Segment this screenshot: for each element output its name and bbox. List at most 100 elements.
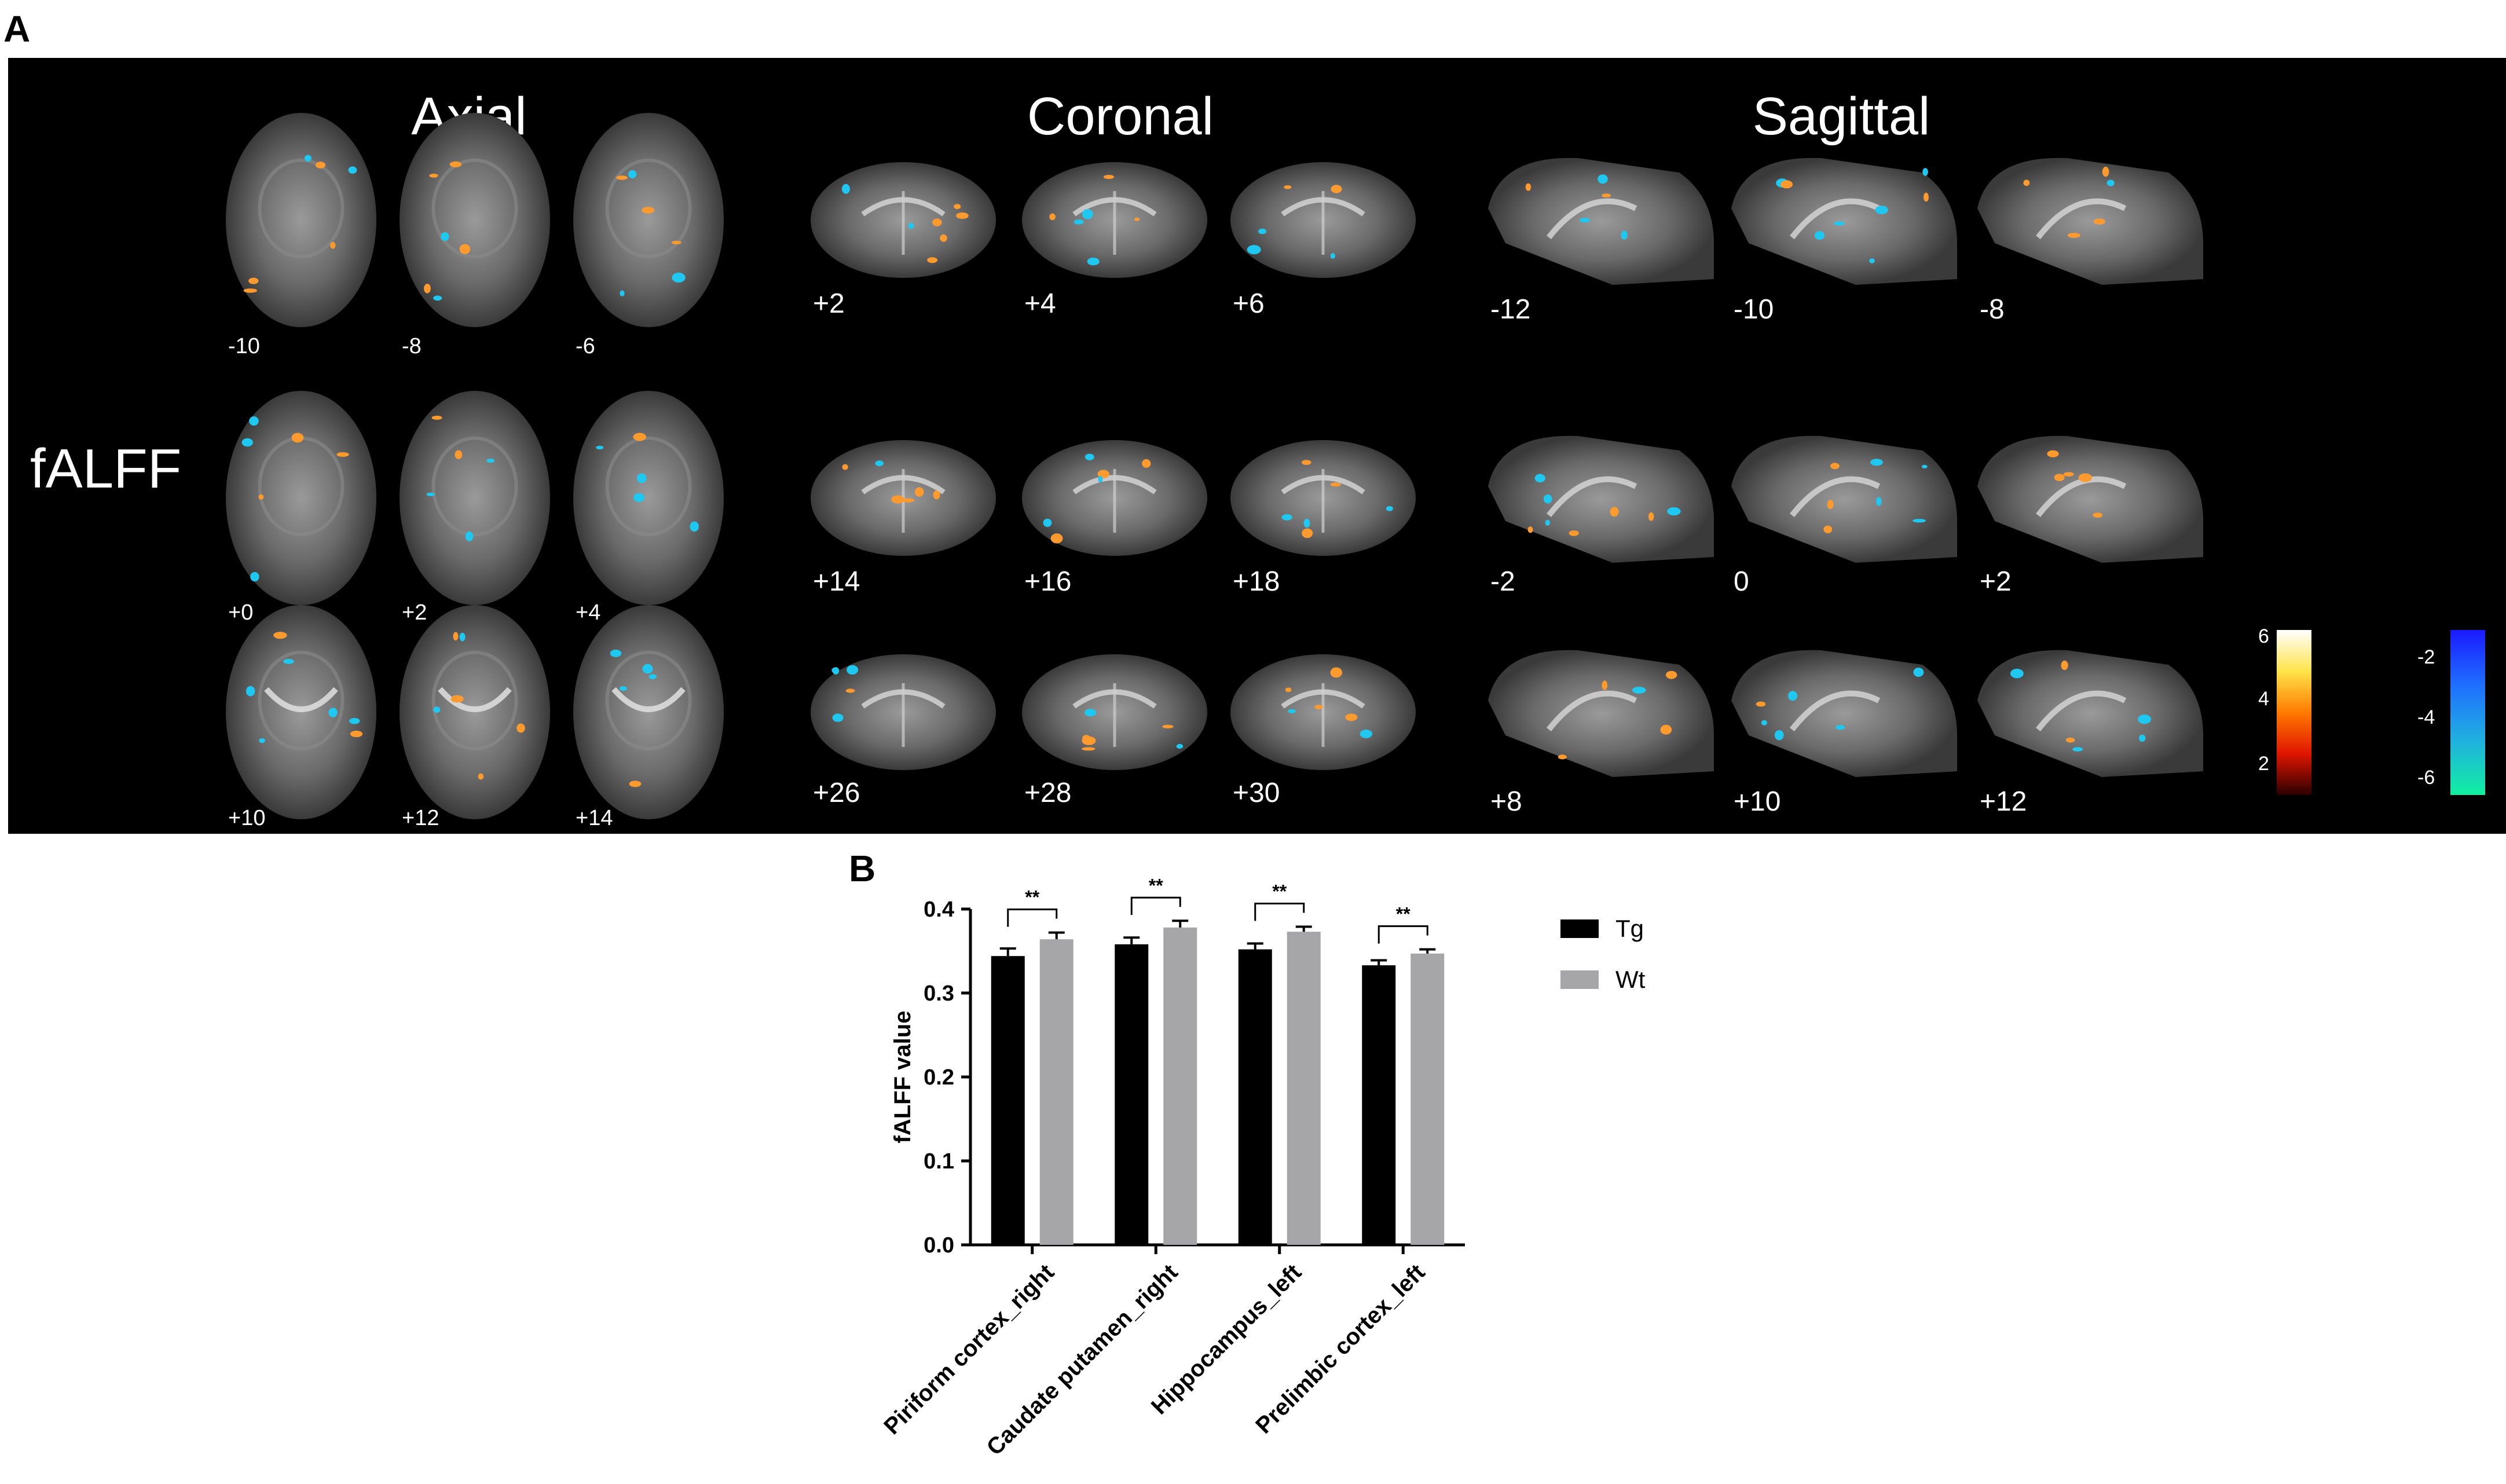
colorbar-positive: 6 4 2 xyxy=(2258,625,2311,795)
activation-blob xyxy=(642,664,653,674)
brain-slice-image xyxy=(1977,435,2203,563)
brain-structure xyxy=(431,158,518,259)
activation-blob xyxy=(478,773,484,780)
brain-structure xyxy=(605,158,692,259)
activation-blob xyxy=(1876,497,1882,506)
activation-blob xyxy=(616,175,628,180)
slice-coordinate-label: -12 xyxy=(1490,294,1530,325)
slice-coordinate-label: +10 xyxy=(228,806,265,830)
activation-blob xyxy=(1579,218,1590,223)
activation-blob xyxy=(1303,518,1310,528)
activation-blob xyxy=(2061,660,2068,670)
activation-blob xyxy=(2102,166,2109,177)
activation-blob xyxy=(927,257,937,263)
colorbar-negative-tick: -4 xyxy=(2417,706,2435,728)
brain-slice: +10 xyxy=(1731,650,1957,817)
activation-blob xyxy=(348,166,357,174)
activation-blob xyxy=(1913,519,1926,523)
activation-blob xyxy=(620,290,625,296)
activation-blob xyxy=(1543,494,1552,504)
activation-blob xyxy=(1302,528,1313,538)
significance-line xyxy=(1007,908,1058,927)
legend: Tg Wt xyxy=(1560,915,1646,993)
activation-blob xyxy=(1913,668,1924,677)
slice-coordinate-label: +8 xyxy=(1490,786,1522,817)
activation-blob xyxy=(1875,206,1888,214)
brain-slice: -10 xyxy=(1731,157,1957,325)
activation-blob xyxy=(2063,472,2074,477)
activation-blob xyxy=(1360,730,1373,738)
activation-blob xyxy=(832,713,844,722)
activation-blob xyxy=(2072,747,2083,752)
activation-blob xyxy=(328,708,338,717)
brain-slice: -12 xyxy=(1488,157,1714,325)
activation-blob xyxy=(1761,720,1767,725)
activation-blob xyxy=(449,161,462,167)
brain-slice: -6 xyxy=(573,113,724,358)
slice-coordinate-label: -2 xyxy=(1490,566,1515,597)
activation-blob xyxy=(1043,518,1052,527)
legend-swatch xyxy=(1560,970,1599,989)
bar-tg xyxy=(1115,944,1149,1245)
brain-slice: +6 xyxy=(1230,162,1416,319)
activation-blob xyxy=(1330,253,1335,259)
activation-blob xyxy=(2093,218,2105,225)
activation-blob xyxy=(875,460,884,467)
slice-coordinate-label: +30 xyxy=(1233,778,1280,808)
activation-blob xyxy=(1835,725,1845,730)
activation-blob xyxy=(596,445,604,450)
activation-blob xyxy=(465,531,474,541)
activation-blob xyxy=(2138,734,2146,742)
brain-slice-image xyxy=(1977,650,2203,777)
activation-blob xyxy=(246,686,255,697)
colorbar-negative-tick: -6 xyxy=(2417,767,2435,789)
colorbar-negative: -2 -4 -6 xyxy=(2417,630,2485,795)
activation-blob xyxy=(424,284,431,294)
activation-blob xyxy=(241,438,253,447)
brain-slice: +10 xyxy=(226,605,376,830)
activation-blob xyxy=(459,632,466,642)
legend-swatch xyxy=(1560,919,1599,938)
activation-blob xyxy=(1386,506,1393,511)
bar-wt xyxy=(1039,939,1074,1245)
significance-bracket: ** xyxy=(1007,887,1058,927)
activation-blob xyxy=(433,295,442,301)
activation-blob xyxy=(1922,168,1928,176)
brain-ventricle xyxy=(2036,690,2127,732)
slice-coordinate-label: -10 xyxy=(1734,294,1774,325)
activation-blob xyxy=(933,490,940,500)
activation-blob xyxy=(1082,736,1096,745)
activation-blob xyxy=(628,170,637,179)
activation-blob xyxy=(1142,459,1151,468)
activation-blob xyxy=(1621,230,1628,240)
activation-blob xyxy=(330,241,336,249)
activation-blob xyxy=(1085,453,1094,460)
bar-tg xyxy=(1362,965,1396,1245)
activation-blob xyxy=(1527,526,1533,533)
brain-slice: +4 xyxy=(573,391,724,625)
slice-coordinate-label: +4 xyxy=(576,600,600,625)
colorbar-positive-tick: 6 xyxy=(2258,625,2269,647)
panel-label-a: A xyxy=(3,8,30,50)
activation-blob xyxy=(2023,179,2030,186)
activation-blob xyxy=(431,416,442,420)
panel-label-b: B xyxy=(849,848,875,889)
activation-blob xyxy=(672,272,686,283)
brain-slice-image xyxy=(400,113,550,327)
activation-blob xyxy=(915,487,924,497)
slice-coordinate-label: +4 xyxy=(1024,288,1056,319)
legend-label: Tg xyxy=(1615,915,1644,942)
activation-blob xyxy=(1660,724,1672,735)
activation-blob xyxy=(1104,175,1114,179)
activation-blob xyxy=(1288,709,1296,713)
significance-label: ** xyxy=(1025,887,1039,908)
brain-slice: -2 xyxy=(1488,435,1714,597)
brain-slice: +2 xyxy=(811,162,996,319)
activation-blob xyxy=(1780,180,1793,189)
activation-blob xyxy=(629,781,642,787)
significance-label: ** xyxy=(1272,881,1287,902)
activation-blob xyxy=(259,738,265,743)
activation-blob xyxy=(453,632,459,641)
activation-blob xyxy=(1869,258,1875,263)
activation-blob xyxy=(1632,687,1646,694)
